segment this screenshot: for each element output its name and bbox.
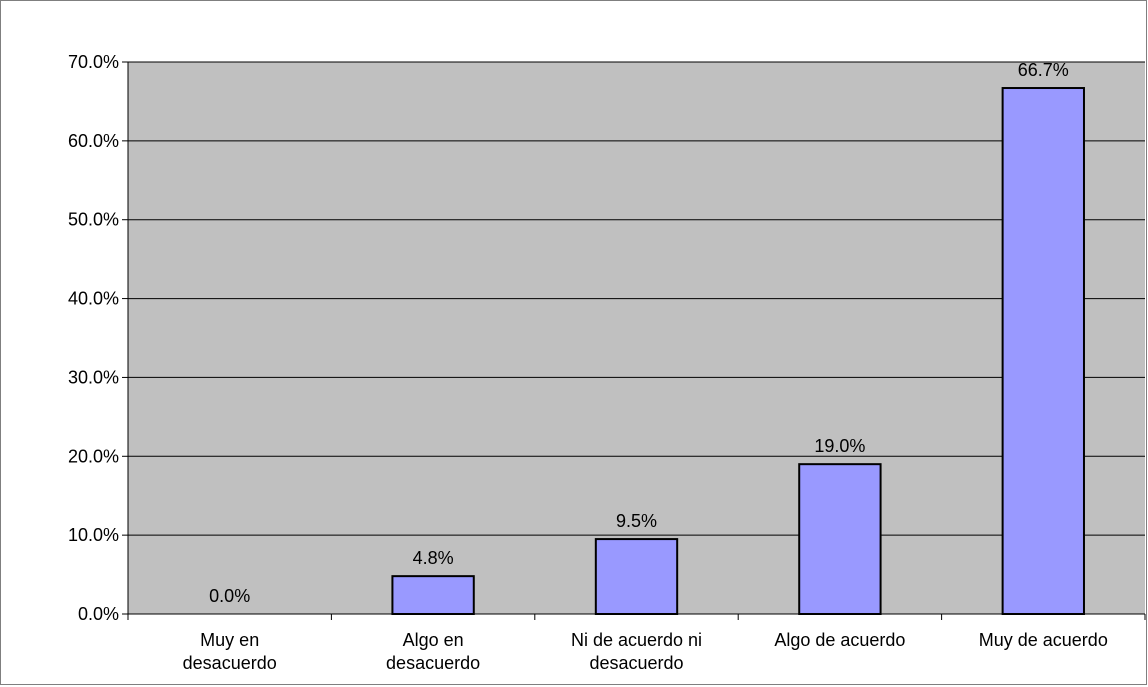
y-tick-label: 20.0% bbox=[68, 446, 119, 466]
bar bbox=[798, 463, 882, 615]
x-tick-label: Muy en desacuerdo bbox=[183, 630, 277, 673]
x-tick-label-line: Algo de acuerdo bbox=[774, 630, 905, 650]
y-tick-label: 30.0% bbox=[68, 367, 119, 387]
x-tick-label-line: Muy de acuerdo bbox=[979, 630, 1108, 650]
x-tick-label-line: desacuerdo bbox=[183, 653, 277, 673]
bar bbox=[1001, 87, 1085, 616]
labels: 0.0% 10.0% 20.0% 30.0% 40.0% 50.0% 60.0% 70.0% 0… bbox=[68, 52, 1108, 673]
data-label: 4.8% bbox=[413, 548, 454, 568]
x-tick-label-line: Ni de acuerdo ni bbox=[571, 630, 702, 650]
y-tick-label: 10.0% bbox=[68, 525, 119, 545]
x-tick-label: Algo de acuerdo bbox=[774, 630, 905, 650]
x-tick-label: Muy de acuerdo bbox=[979, 630, 1108, 650]
bar bbox=[391, 575, 475, 615]
y-tick-label: 40.0% bbox=[68, 289, 119, 309]
y-tick-label: 0.0% bbox=[78, 604, 119, 624]
axes bbox=[122, 61, 1146, 620]
bar bbox=[594, 538, 679, 615]
x-tick-label-line: Algo en bbox=[403, 630, 464, 650]
bars bbox=[391, 87, 1085, 616]
x-tick-label-line: Muy en bbox=[200, 630, 259, 650]
data-label: 66.7% bbox=[1018, 60, 1069, 80]
x-tick-label: Algo en desacuerdo bbox=[386, 630, 480, 673]
data-label: 0.0% bbox=[209, 586, 250, 606]
y-tick-label: 60.0% bbox=[68, 131, 119, 151]
x-tick-label-line: desacuerdo bbox=[386, 653, 480, 673]
data-label: 9.5% bbox=[616, 511, 657, 531]
plot-area bbox=[128, 62, 1145, 614]
y-tick-label: 50.0% bbox=[68, 210, 119, 230]
data-label: 19.0% bbox=[814, 436, 865, 456]
x-tick-label: Ni de acuerdo ni desacuerdo bbox=[571, 630, 702, 673]
gridlines bbox=[128, 61, 1145, 536]
y-tick-label: 70.0% bbox=[68, 52, 119, 72]
x-tick-label-line: desacuerdo bbox=[589, 653, 683, 673]
